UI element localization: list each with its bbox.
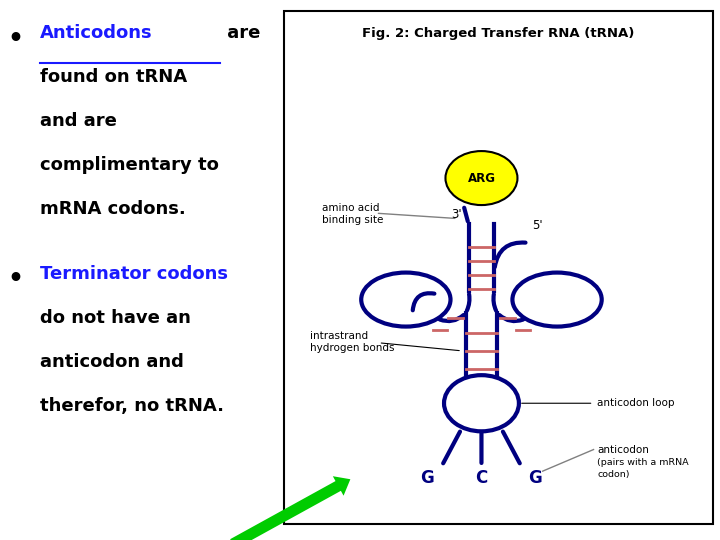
Text: therefor, no tRNA.: therefor, no tRNA. (40, 397, 224, 415)
Text: C: C (475, 469, 487, 487)
Text: codon): codon) (597, 470, 629, 480)
Text: Anticodons: Anticodons (40, 24, 152, 42)
Text: anticodon: anticodon (597, 444, 649, 455)
Ellipse shape (361, 273, 451, 327)
Text: Terminator codons: Terminator codons (40, 265, 228, 282)
Text: hydrogen bonds: hydrogen bonds (310, 343, 395, 353)
Text: mRNA codons.: mRNA codons. (40, 200, 185, 218)
Text: 5': 5' (532, 219, 542, 232)
Text: found on tRNA: found on tRNA (40, 68, 186, 85)
Text: (pairs with a mRNA: (pairs with a mRNA (597, 458, 689, 467)
Text: anticodon loop: anticodon loop (597, 398, 675, 408)
Text: are: are (221, 24, 261, 42)
Text: amino acid: amino acid (322, 202, 379, 213)
Text: intrastrand: intrastrand (310, 331, 368, 341)
Text: Fig. 2: Charged Transfer RNA (tRNA): Fig. 2: Charged Transfer RNA (tRNA) (362, 27, 635, 40)
Text: •: • (7, 267, 23, 291)
Text: G: G (420, 469, 434, 487)
Text: binding site: binding site (322, 215, 383, 225)
Text: do not have an: do not have an (40, 309, 191, 327)
Text: G: G (528, 469, 542, 487)
Ellipse shape (513, 273, 602, 327)
FancyArrowPatch shape (230, 476, 351, 540)
Text: ARG: ARG (467, 172, 495, 185)
Circle shape (444, 375, 519, 431)
Text: 3': 3' (451, 208, 462, 221)
Text: •: • (7, 27, 23, 51)
Text: complimentary to: complimentary to (40, 156, 218, 174)
Circle shape (446, 151, 518, 205)
Bar (284, 11, 713, 524)
Text: and are: and are (40, 112, 117, 130)
Text: anticodon and: anticodon and (40, 353, 184, 371)
